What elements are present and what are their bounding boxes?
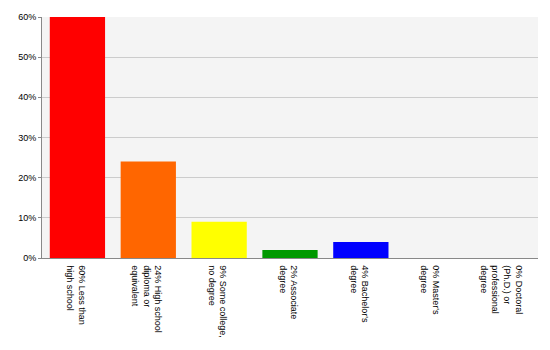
svg-text:60% Less thanhigh school: 60% Less thanhigh school xyxy=(65,265,87,325)
svg-text:50%: 50% xyxy=(18,52,36,62)
svg-text:4% Bachelor'sdegree: 4% Bachelor'sdegree xyxy=(349,265,371,323)
svg-text:0%: 0% xyxy=(23,253,36,263)
svg-text:0% Master'sdegree: 0% Master'sdegree xyxy=(419,265,441,315)
svg-text:24% High schooldiploma orequiv: 24% High schooldiploma orequivalent xyxy=(130,265,163,333)
svg-text:2% Associatedegree: 2% Associatedegree xyxy=(278,265,300,319)
svg-text:9% Some college,no degree: 9% Some college,no degree xyxy=(207,265,229,338)
svg-text:30%: 30% xyxy=(18,133,36,143)
svg-text:20%: 20% xyxy=(18,173,36,183)
svg-text:10%: 10% xyxy=(18,213,36,223)
svg-text:60%: 60% xyxy=(18,12,36,22)
svg-text:40%: 40% xyxy=(18,92,36,102)
svg-text:0% Doctoral(Ph.D.) orprofessio: 0% Doctoral(Ph.D.) orprofessionaldegree xyxy=(479,265,524,314)
